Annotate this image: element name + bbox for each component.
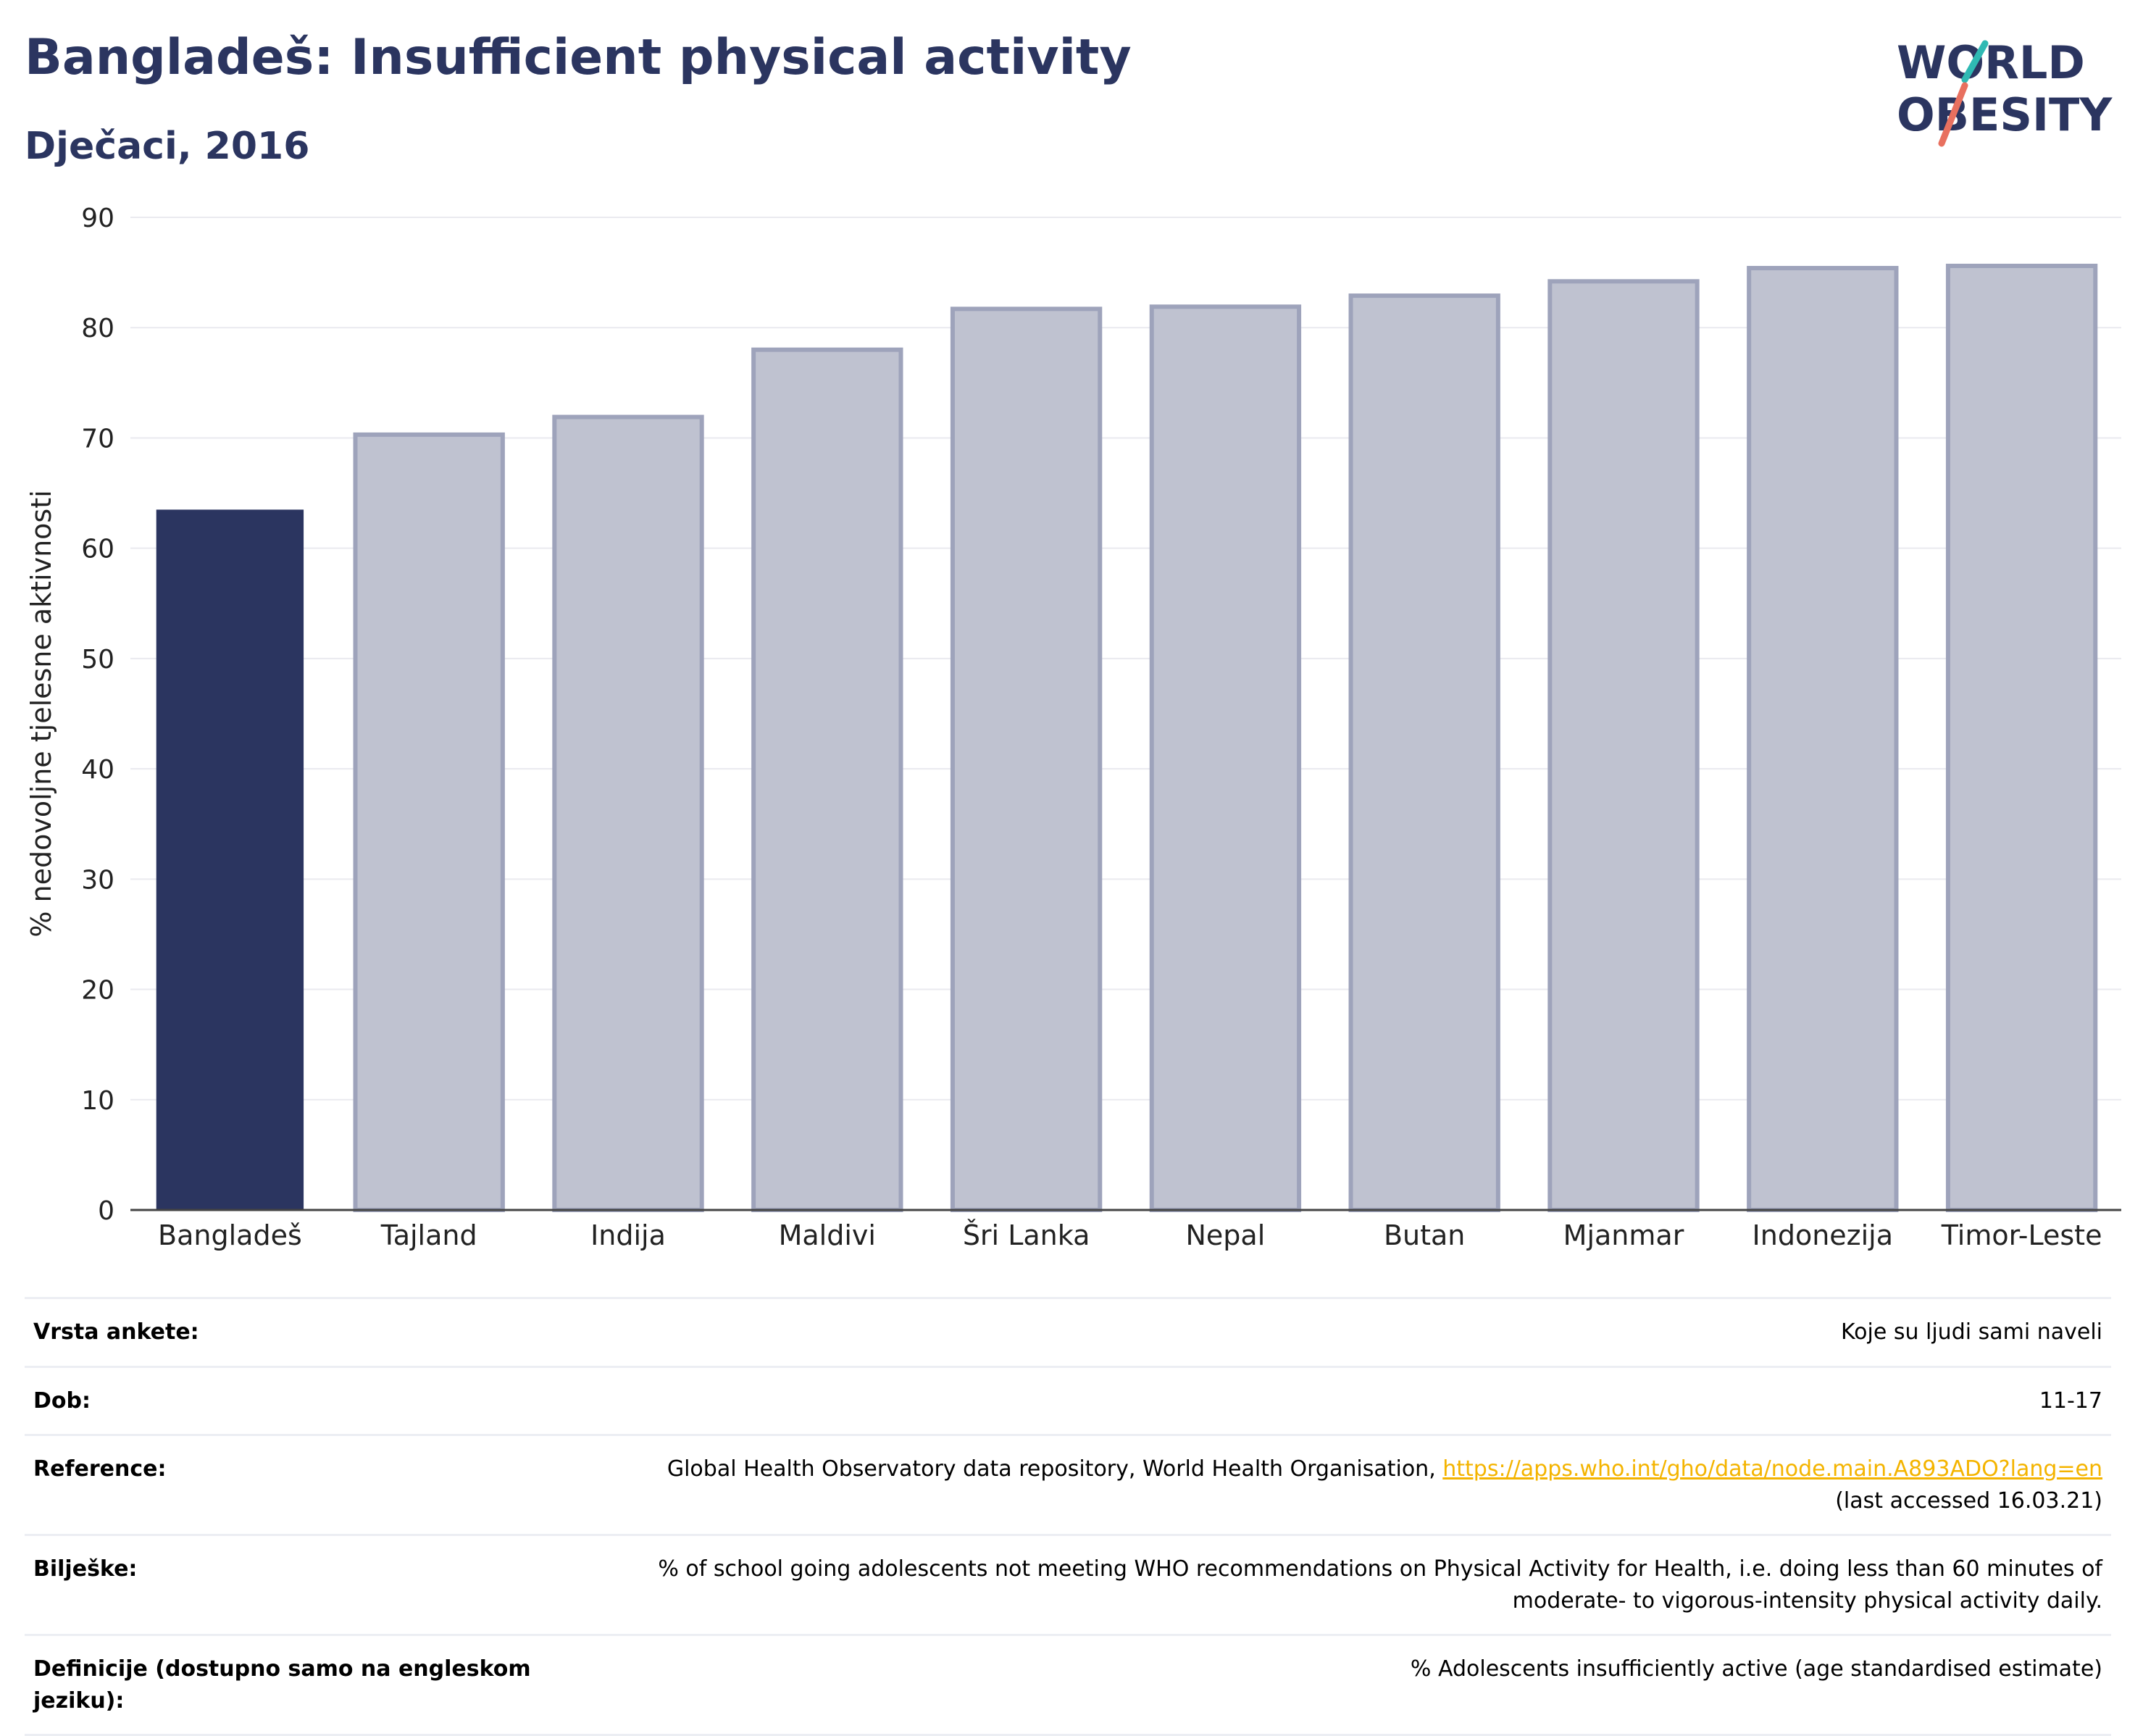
x-tick-label: Bangladeš [158, 1219, 302, 1251]
row-key: Bilješke: [25, 1534, 549, 1635]
bar[interactable] [1945, 263, 2098, 1212]
table-row: Reference: Global Health Observatory dat… [25, 1434, 2111, 1535]
row-value: Koje su ljudi sami naveli [549, 1297, 2111, 1366]
x-tick-label: Mjanmar [1563, 1219, 1684, 1251]
metadata-table: Vrsta ankete: Koje su ljudi sami naveli … [25, 1297, 2111, 1736]
y-tick-label: 50 [81, 645, 114, 675]
y-tick-label: 10 [81, 1086, 114, 1116]
x-tick-label: Indija [590, 1219, 666, 1251]
y-axis-label: % nedovoljne tjelesne aktivnosti [25, 490, 57, 937]
y-tick-label: 20 [81, 976, 114, 1006]
table-row: Definicije (dostupno samo na engleskom j… [25, 1634, 2111, 1736]
table-row: Bilješke: % of school going adolescents … [25, 1534, 2111, 1635]
y-tick-label: 40 [81, 755, 114, 785]
logo-text-obesity: OBESITY [1897, 88, 2113, 141]
row-value: Global Health Observatory data repositor… [549, 1434, 2111, 1535]
y-tick-label: 60 [81, 535, 114, 564]
bar[interactable] [1149, 304, 1302, 1212]
x-tick-label: Butan [1384, 1219, 1465, 1251]
row-key: Reference: [25, 1434, 549, 1535]
y-tick-label: 90 [81, 204, 114, 233]
table-row: Dob: 11-17 [25, 1365, 2111, 1435]
table-row: Vrsta ankete: Koje su ljudi sami naveli [25, 1297, 2111, 1366]
x-tick-label: Indonezija [1753, 1219, 1893, 1251]
reference-link[interactable]: https://apps.who.int/gho/data/node.main.… [1442, 1456, 2102, 1482]
x-tick-label: Šri Lanka [963, 1219, 1090, 1251]
row-value: % of school going adolescents not meetin… [549, 1534, 2111, 1635]
row-key: Definicije (dostupno samo na engleskom j… [25, 1634, 549, 1736]
row-key: Dob: [25, 1365, 549, 1435]
chart-subtitle: Dječaci, 2016 [25, 125, 310, 168]
bar[interactable] [1747, 266, 1899, 1212]
bar[interactable] [353, 432, 505, 1212]
logo-slash-teal [1961, 40, 1989, 83]
logo-slash-coral [1938, 82, 1968, 147]
y-tick-label: 80 [81, 314, 114, 343]
logo-text-world: WORLD [1897, 36, 2085, 89]
x-tick-label: Nepal [1186, 1219, 1266, 1251]
x-tick-label: Timor-Leste [1941, 1219, 2102, 1251]
x-tick-label: Maldivi [779, 1219, 876, 1251]
bar[interactable] [552, 414, 704, 1212]
bar[interactable] [1348, 293, 1500, 1213]
chart-title: Bangladeš: Insufficient physical activit… [25, 29, 1132, 86]
world-obesity-logo: WORLD OBESITY [1897, 36, 2113, 147]
bar[interactable] [950, 306, 1103, 1212]
y-tick-label: 0 [98, 1196, 114, 1226]
bar[interactable] [751, 347, 903, 1213]
bar[interactable] [156, 509, 304, 1210]
row-value: % Adolescents insufficiently active (age… [549, 1634, 2111, 1736]
row-value: 11-17 [549, 1365, 2111, 1435]
y-tick-label: 30 [81, 865, 114, 895]
x-tick-label: Tajland [380, 1219, 477, 1251]
reference-text: Global Health Observatory data repositor… [667, 1456, 1443, 1482]
y-tick-label: 70 [81, 424, 114, 454]
bar[interactable] [1547, 279, 1700, 1212]
bar-chart: 0 10 20 30 40 50 60 70 80 90 Bangladeš Tajland Indij… [25, 204, 2121, 1251]
reference-accessed: (last accessed 16.03.21) [1835, 1487, 2102, 1514]
row-key: Vrsta ankete: [25, 1297, 549, 1366]
